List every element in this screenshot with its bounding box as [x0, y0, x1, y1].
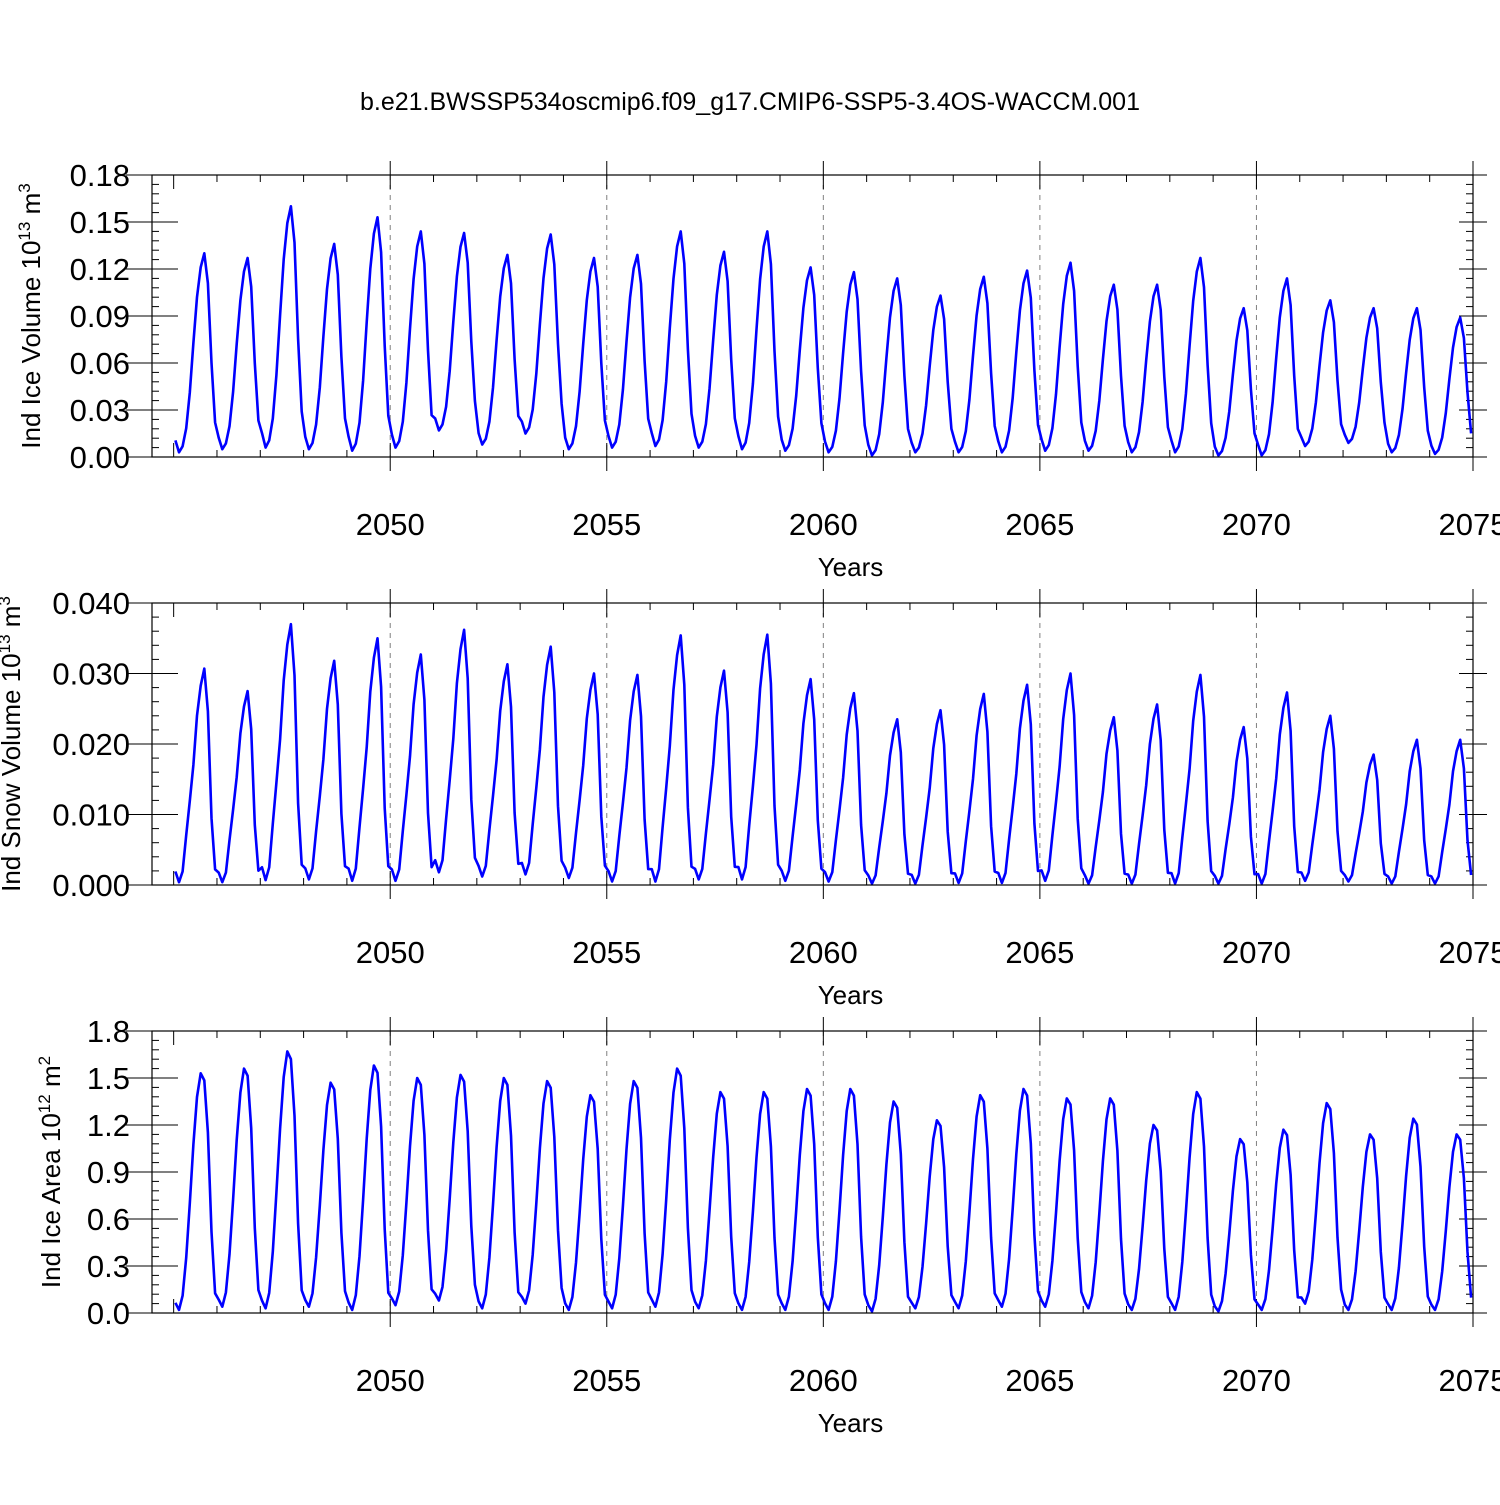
series-line [174, 205, 1473, 457]
y-tick-label: 0.0 [87, 1296, 130, 1331]
x-tick-label: 2075 [1439, 935, 1500, 970]
y-axis-label-part: Ind Snow Volume 10 [0, 653, 26, 892]
x-tick-label: 2065 [1005, 1363, 1074, 1398]
y-tick-label: 0.9 [87, 1155, 130, 1190]
y-tick-label: 0.15 [70, 205, 130, 240]
x-tick-label: 2055 [572, 1363, 641, 1398]
y-tick-label: 1.8 [87, 1014, 130, 1049]
plot-frame [151, 174, 1474, 458]
y-tick-label: 0.00 [70, 440, 130, 475]
chart-panel-1: 2050 2055 2060 2065 2070 2075 0.00 0.03 0.06 0.09… [15, 158, 1500, 582]
chart-panel-3: 2050 2055 2060 2065 2070 2075 0.0 0.3 0.6 0.9 1.2 1… [35, 1014, 1500, 1438]
y-tick-label: 0.6 [87, 1202, 130, 1237]
y-tick-label: 0.3 [87, 1249, 130, 1284]
chart-panel-2: 2050 2055 2060 2065 2070 2075 0.000 0.010 0.020 0… [0, 586, 1500, 1010]
x-tick-label: 2065 [1005, 507, 1074, 542]
y-axis-label-part: Ind Ice Volume 10 [16, 241, 46, 449]
y-tick-label: 0.12 [70, 252, 130, 287]
y-tick-label: 0.040 [52, 586, 130, 621]
y-axis-label: Ind Snow Volume 1013 m3 [0, 596, 26, 892]
y-axis-label: Ind Ice Volume 1013 m3 [15, 183, 46, 448]
y-axis-label-superscript: 3 [0, 596, 14, 605]
y-axis-label-superscript: 12 [35, 1094, 54, 1113]
y-axis-label-part: m [36, 1065, 66, 1094]
x-tick-label: 2075 [1439, 507, 1500, 542]
x-tick-label: 2060 [789, 507, 858, 542]
series-line [174, 622, 1473, 885]
y-tick-label: 1.5 [87, 1061, 130, 1096]
y-axis-label-superscript: 3 [15, 183, 34, 192]
y-axis-label: Ind Ice Area 1012 m2 [35, 1056, 66, 1288]
y-tick-label: 0.030 [52, 657, 130, 692]
y-tick-label: 0.000 [52, 868, 130, 903]
y-axis-label-superscript: 13 [15, 222, 34, 241]
x-tick-label: 2070 [1222, 935, 1291, 970]
y-axis-label-part: m [0, 606, 26, 635]
x-tick-label: 2075 [1439, 1363, 1500, 1398]
x-tick-label: 2060 [789, 1363, 858, 1398]
x-tick-label: 2065 [1005, 935, 1074, 970]
y-tick-label: 0.06 [70, 346, 130, 381]
y-tick-label: 0.18 [70, 158, 130, 193]
y-tick-label: 0.010 [52, 798, 130, 833]
x-tick-label: 2070 [1222, 1363, 1291, 1398]
x-tick-label: 2050 [356, 507, 425, 542]
x-tick-label: 2055 [572, 935, 641, 970]
x-tick-label: 2055 [572, 507, 641, 542]
y-tick-label: 0.020 [52, 727, 130, 762]
x-tick-label: 2050 [356, 935, 425, 970]
x-tick-label: 2050 [356, 1363, 425, 1398]
y-axis-label-part: m [16, 193, 46, 222]
x-axis-label: Years [818, 552, 884, 582]
x-tick-label: 2060 [789, 935, 858, 970]
y-axis-label-superscript: 2 [35, 1056, 54, 1065]
y-axis-label-part: Ind Ice Area 10 [36, 1113, 66, 1288]
y-axis-label-superscript: 13 [0, 634, 14, 653]
plot-frame [151, 1030, 1474, 1314]
y-tick-label: 1.2 [87, 1108, 130, 1143]
x-axis-label: Years [818, 980, 884, 1010]
x-axis-label: Years [818, 1408, 884, 1438]
x-tick-label: 2070 [1222, 507, 1291, 542]
y-tick-label: 0.03 [70, 393, 130, 428]
figure-title: b.e21.BWSSP534oscmip6.f09_g17.CMIP6-SSP5… [360, 88, 1140, 116]
series-line [174, 1050, 1473, 1313]
plot-frame [151, 602, 1474, 886]
y-tick-label: 0.09 [70, 299, 130, 334]
